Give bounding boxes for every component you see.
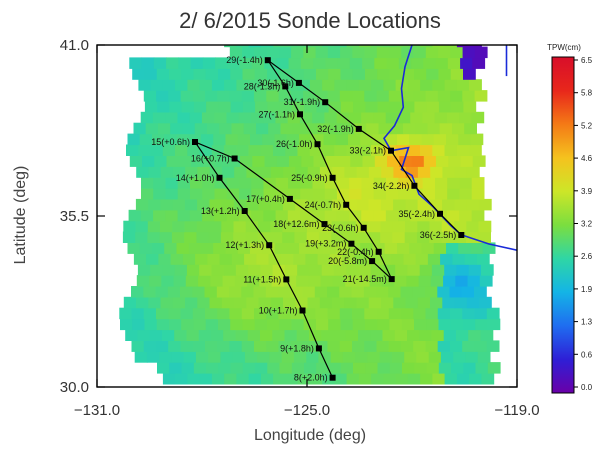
sonde-label: 36(-2.5h) [420, 230, 457, 240]
axis-tick-marks [96, 44, 518, 388]
sonde-marker [286, 195, 293, 202]
sonde-label: 8(+2.0h) [294, 373, 328, 383]
colorbar-tick-label: 5.2 [581, 121, 593, 130]
chart-title: 2/ 6/2015 Sonde Locations [179, 8, 441, 33]
sonde-label: 20(-5.8m) [328, 256, 367, 266]
sonde-label: 24(-0.7h) [305, 200, 342, 210]
sonde-label: 15(+0.6h) [151, 137, 190, 147]
sonde-label: 25(-0.9h) [291, 173, 328, 183]
sonde-label: 27(-1.1h) [258, 109, 295, 119]
sonde-marker [283, 276, 290, 283]
sonde-marker [315, 345, 322, 352]
x-axis: −131.0 −125.0 −119.0 [74, 402, 540, 419]
sonde-marker [355, 125, 362, 132]
sonde-label: 16(+0.7h) [191, 154, 230, 164]
colorbar-tick-label: 3.9 [581, 187, 593, 196]
y-axis-label: Latitude (deg) [12, 166, 29, 265]
sonde-marker [388, 147, 394, 154]
sonde-marker [348, 240, 355, 247]
sonde-marker [231, 155, 238, 162]
tpw-field [119, 45, 501, 385]
colorbar: TPW(cm) 6.5 5.8 5.2 4.6 3.9 3.2 2.6 1.9 1.3 0.6 0.… [547, 43, 593, 394]
y-tick-label: 30.0 [60, 379, 89, 396]
colorbar-tick-label: 0.0 [581, 383, 593, 392]
sonde-marker [437, 210, 443, 217]
sonde-marker [299, 307, 306, 314]
colorbar-tick-label: 1.9 [581, 285, 593, 294]
sonde-label: 10(+1.7h) [259, 306, 298, 316]
sonde-label: 18(+12.6m) [273, 219, 319, 229]
colorbar-tick-label: 2.6 [581, 252, 593, 261]
x-axis-label: Longitude (deg) [254, 427, 366, 444]
sonde-label: 21(-14.5m) [343, 274, 387, 284]
sonde-label: 22(-0.4h) [337, 247, 374, 257]
sonde-label: 14(+1.0h) [176, 173, 215, 183]
sonde-label: 29(-1.4h) [226, 55, 263, 65]
sonde-marker [375, 248, 382, 255]
sonde-marker [343, 201, 350, 208]
sonde-marker [295, 79, 302, 86]
sonde-marker [297, 111, 303, 118]
sonde-points: 8(+2.0h) 9(+1.8h) 10(+1.7h) 11(+1.5h) 12(+1.… [151, 55, 465, 383]
sonde-label: 28(-1.3h) [244, 81, 281, 91]
sonde-label: 11(+1.5h) [243, 274, 281, 284]
sonde-label: 26(-1.0h) [276, 139, 313, 149]
sonde-label: 17(+0.4h) [246, 194, 285, 204]
sonde-label: 23(-0.6h) [322, 223, 359, 233]
sonde-label: 12(+1.3h) [225, 240, 264, 250]
colorbar-tick-label: 0.6 [581, 350, 593, 359]
sonde-marker [458, 232, 465, 238]
sonde-marker [216, 174, 223, 181]
sonde-marker [241, 208, 248, 214]
y-tick-label: 41.0 [60, 37, 89, 54]
sonde-label: 30(-1.6h) [257, 78, 294, 88]
sonde-marker [266, 242, 273, 249]
x-tick-label: −131.0 [74, 402, 120, 419]
x-tick-label: −119.0 [494, 402, 539, 419]
y-axis: 30.0 35.5 41.0 [60, 37, 89, 396]
sonde-marker [329, 174, 336, 181]
sonde-label: 34(-2.2h) [373, 181, 410, 191]
colorbar-label: TPW(cm) [547, 43, 581, 52]
colorbar-tick-label: 1.3 [581, 318, 593, 327]
sonde-label: 35(-2.4h) [398, 209, 435, 219]
sonde-marker [411, 182, 418, 189]
sonde-marker [369, 258, 376, 265]
colorbar-tick-label: 6.5 [581, 56, 593, 65]
sonde-label: 13(+1.2h) [201, 206, 240, 216]
sonde-marker [192, 139, 198, 145]
sonde-label: 19(+3.2m) [305, 239, 346, 249]
sonde-marker [329, 374, 336, 381]
colorbar-tick-label: 4.6 [581, 154, 593, 163]
sonde-marker [360, 224, 367, 231]
sonde-label: 33(-2.1h) [349, 146, 386, 156]
sonde-label: 32(-1.9h) [317, 124, 354, 134]
sonde-marker [264, 57, 271, 64]
colorbar-tick-label: 5.8 [581, 89, 593, 98]
y-tick-label: 35.5 [60, 208, 89, 225]
x-tick-label: −125.0 [284, 402, 330, 419]
sonde-marker [322, 99, 329, 106]
sonde-marker [321, 221, 328, 228]
sonde-marker [314, 141, 321, 148]
sonde-marker [388, 276, 395, 283]
sonde-marker [282, 83, 289, 90]
colorbar-scale [551, 56, 575, 394]
sonde-label: 31(-1.9h) [284, 97, 321, 107]
colorbar-tick-label: 3.2 [581, 220, 593, 229]
sonde-label: 9(+1.8h) [280, 343, 314, 353]
